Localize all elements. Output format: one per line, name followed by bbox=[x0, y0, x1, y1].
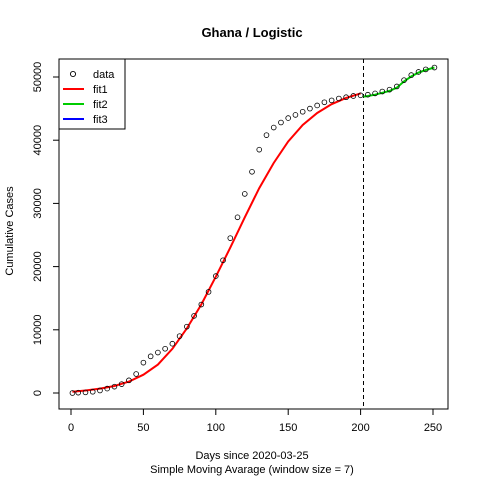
y-tick-label: 0 bbox=[32, 390, 44, 396]
legend: data fit1 fit2 fit3 bbox=[58, 58, 126, 130]
x-tick-label: 200 bbox=[351, 422, 369, 434]
data-point bbox=[241, 191, 248, 197]
legend-box bbox=[58, 58, 126, 130]
data-point bbox=[408, 72, 415, 78]
x-tick-label: 150 bbox=[279, 422, 297, 434]
data-point bbox=[285, 115, 292, 121]
x-axis-label: Days since 2020-03-25 bbox=[195, 450, 308, 462]
data-point bbox=[75, 389, 82, 396]
data-point bbox=[372, 90, 378, 97]
data-point bbox=[126, 377, 132, 384]
data-point bbox=[321, 99, 328, 106]
data-point bbox=[213, 273, 219, 279]
data-point bbox=[328, 97, 335, 104]
data-point bbox=[176, 333, 183, 339]
chart-title: Ghana / Logistic bbox=[201, 25, 302, 40]
data-point bbox=[82, 389, 89, 396]
axes: 0 50 100 150 200 250 0 10000 20000 30000 40000 5000… bbox=[32, 62, 442, 434]
x-tick-label: 100 bbox=[207, 422, 225, 434]
data-point bbox=[162, 345, 168, 352]
chart-subtitle: Simple Moving Avarage (window size = 7) bbox=[150, 464, 354, 476]
data-point bbox=[263, 132, 270, 138]
data-point bbox=[415, 69, 422, 75]
legend-label-fit3: fit3 bbox=[93, 114, 108, 126]
data-point bbox=[343, 94, 349, 101]
data-point bbox=[111, 383, 118, 390]
data-point bbox=[357, 92, 364, 99]
x-tick-label: 0 bbox=[68, 422, 74, 434]
data-point bbox=[365, 91, 371, 98]
data-point bbox=[350, 93, 357, 99]
data-point bbox=[205, 289, 212, 295]
y-tick-label: 10000 bbox=[32, 315, 44, 346]
series-line-fit2 bbox=[363, 66, 435, 98]
data-point bbox=[270, 124, 277, 131]
data-point bbox=[386, 86, 393, 93]
series-line-fit1 bbox=[72, 92, 361, 393]
data-point bbox=[249, 169, 255, 175]
data-point bbox=[422, 66, 429, 73]
data-point bbox=[227, 235, 234, 241]
data-point bbox=[256, 146, 263, 153]
data-point bbox=[118, 381, 125, 387]
data-point bbox=[191, 313, 197, 319]
data-point bbox=[155, 349, 161, 356]
data-point bbox=[401, 77, 407, 83]
legend-label-fit2: fit2 bbox=[93, 99, 108, 111]
data-point bbox=[198, 301, 205, 308]
data-point bbox=[220, 257, 226, 264]
y-tick-label: 20000 bbox=[32, 251, 44, 282]
data-point bbox=[379, 88, 386, 95]
data-point bbox=[104, 385, 110, 392]
y-tick-label: 30000 bbox=[32, 188, 44, 219]
data-point bbox=[169, 340, 176, 347]
legend-label-fit1: fit1 bbox=[93, 84, 108, 96]
data-point bbox=[133, 371, 139, 377]
data-point bbox=[97, 387, 103, 394]
data-point bbox=[184, 323, 190, 330]
legend-symbol-data bbox=[69, 70, 77, 78]
data-point bbox=[314, 102, 320, 109]
data-point bbox=[336, 95, 342, 102]
data-point bbox=[431, 64, 438, 71]
data-point bbox=[147, 353, 154, 360]
data-point bbox=[69, 390, 76, 396]
x-tick-label: 250 bbox=[424, 422, 442, 434]
data-point bbox=[393, 83, 400, 90]
data-point bbox=[234, 214, 241, 221]
data-point bbox=[299, 108, 306, 115]
y-axis-label: Cumulative Cases bbox=[4, 186, 16, 276]
data-point bbox=[278, 119, 284, 126]
data-points bbox=[69, 64, 438, 396]
data-point bbox=[307, 105, 313, 112]
y-tick-label: 40000 bbox=[32, 125, 44, 156]
fit-lines bbox=[72, 66, 435, 393]
legend-label-data: data bbox=[93, 69, 115, 81]
data-point bbox=[89, 388, 96, 395]
x-tick-label: 50 bbox=[137, 422, 149, 434]
y-tick-label: 50000 bbox=[32, 62, 44, 93]
data-point bbox=[292, 112, 299, 118]
data-point bbox=[140, 359, 147, 366]
